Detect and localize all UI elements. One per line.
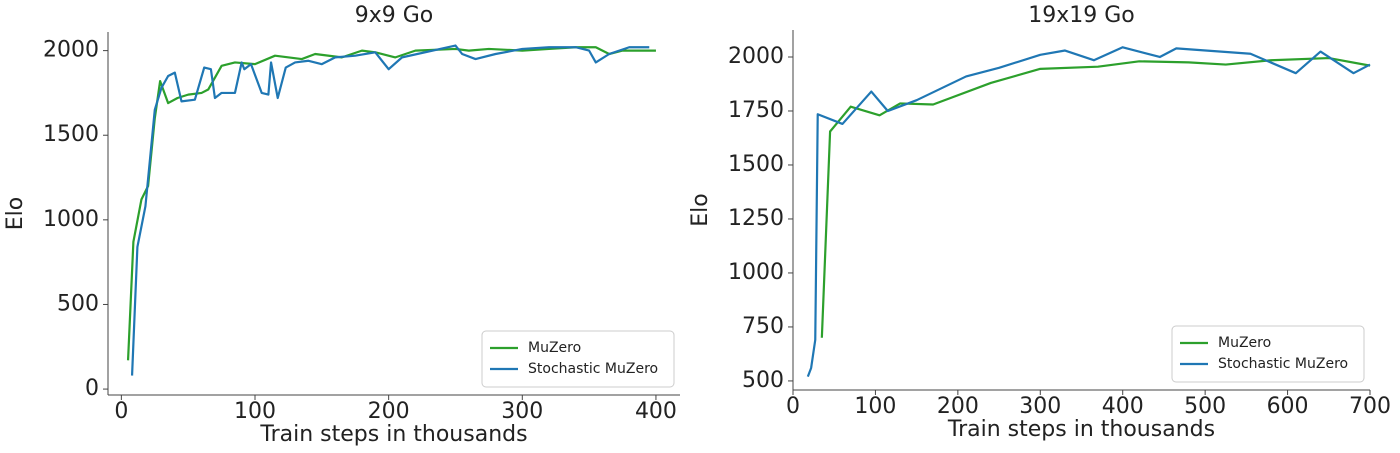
x-axis-label: Train steps in thousands [259,422,527,447]
y-tick-label: 500 [742,368,784,393]
legend-frame [481,330,675,388]
x-tick-label: 500 [1184,394,1226,419]
y-tick-label: 1500 [728,152,784,177]
x-tick-label: 0 [114,399,128,424]
x-tick-label: 100 [234,399,276,424]
y-tick-label: 1750 [728,98,784,123]
x-tick-label: 200 [937,394,979,419]
x-tick-label: 100 [854,394,896,419]
legend-label: MuZero [528,340,581,356]
y-tick-label: 1250 [728,206,784,231]
legend-frame [1171,325,1365,383]
y-axis-label: Elo [3,197,28,230]
x-tick-label: 0 [786,394,800,419]
x-tick-label: 400 [635,399,677,424]
legend-label: Stochastic MuZero [1218,356,1348,372]
x-tick-label: 200 [368,399,410,424]
y-tick-label: 1500 [43,122,99,147]
x-axis-label: Train steps in thousands [947,417,1215,442]
x-tick-label: 600 [1267,394,1309,419]
x-tick-label: 300 [1019,394,1061,419]
legend: MuZero Stochastic MuZero [1171,325,1365,383]
series-line [820,56,1371,338]
y-tick-label: 2000 [43,38,99,63]
x-tick-label: 300 [501,399,543,424]
y-tick-label: 1000 [43,207,99,232]
chart-title: 19x19 Go [1028,3,1135,28]
y-axis-label: Elo [688,193,713,226]
legend-label: MuZero [1218,335,1271,351]
series-line [130,44,650,376]
chart-title: 9x9 Go [355,3,434,28]
y-tick-label: 1000 [728,260,784,285]
y-tick-label: 0 [85,376,99,401]
series-line [126,46,656,361]
y-tick-label: 500 [57,291,99,316]
x-tick-label: 700 [1349,394,1391,419]
series-line [806,46,1371,378]
legend-label: Stochastic MuZero [528,361,658,377]
y-tick-label: 2000 [728,44,784,69]
x-tick-label: 400 [1102,394,1144,419]
y-tick-label: 750 [742,314,784,339]
legend: MuZero Stochastic MuZero [481,330,675,388]
